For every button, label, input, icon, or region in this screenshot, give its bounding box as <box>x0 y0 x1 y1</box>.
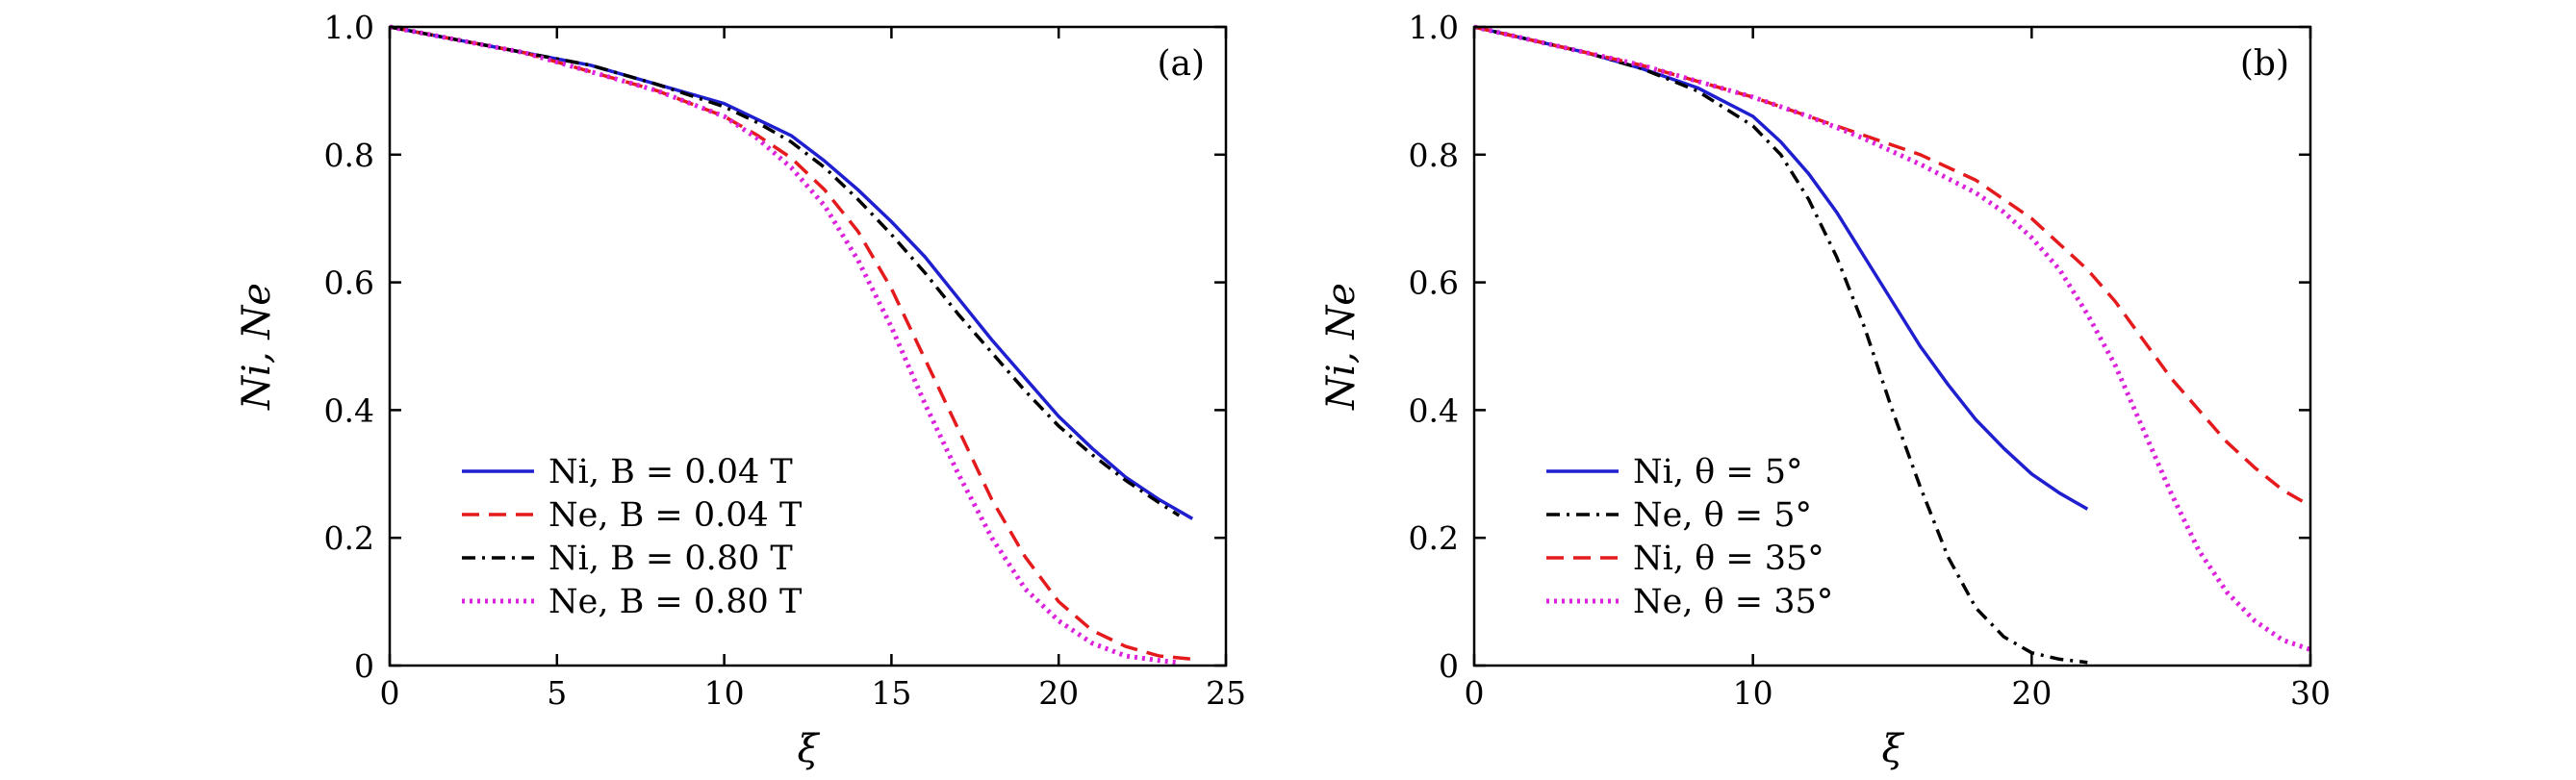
y-axis-label: Ni, Ne <box>235 283 279 411</box>
legend-label-1: Ni, B = 0.04 T <box>548 453 793 491</box>
series-line-3 <box>389 25 1181 517</box>
y-tick-label: 0 <box>1439 647 1459 685</box>
y-tick-label: 0.6 <box>1409 264 1459 302</box>
legend-label-1: Ni, θ = 5° <box>1633 453 1803 491</box>
series-line-1 <box>1473 25 2089 511</box>
x-tick-label: 25 <box>1206 674 1246 712</box>
series-line-1 <box>389 25 1194 520</box>
chart-panel-a: 0 5 10 15 20 25 0 0.2 0.4 0.6 0.8 1.0 ξ Ni, Ne (a) Ni, … <box>235 9 1246 771</box>
y-tick-label: 0.8 <box>1409 137 1459 174</box>
x-tick-label: 0 <box>380 674 400 712</box>
x-tick-label: 15 <box>871 674 911 712</box>
x-tick-label: 20 <box>1038 674 1079 712</box>
chart-panel-b: 0 10 20 30 0 0.2 0.4 0.6 0.8 1.0 ξ Ni, Ne (b) Ni, θ =… <box>1319 9 2331 771</box>
y-tick-label: 0.6 <box>324 264 374 302</box>
legend-label-4: Ne, B = 0.80 T <box>548 583 802 621</box>
panel-label: (b) <box>2240 44 2289 84</box>
y-tick-label: 0.4 <box>324 391 374 429</box>
series-line-4 <box>389 24 1177 666</box>
plot-frame <box>388 25 1228 667</box>
y-tick-label: 1.0 <box>1409 9 1459 46</box>
y-tick-label: 0.4 <box>1409 391 1459 429</box>
y-tick-label: 0 <box>354 647 374 685</box>
panel-label: (a) <box>1157 44 1205 84</box>
series-line-3 <box>1473 25 2311 508</box>
legend-label-2: Ne, B = 0.04 T <box>548 496 802 535</box>
legend-label-2: Ne, θ = 5° <box>1633 496 1812 535</box>
y-tick-label: 0.2 <box>324 519 374 557</box>
x-tick-label: 10 <box>704 674 745 712</box>
x-tick-label: 30 <box>2290 674 2331 712</box>
x-tick-label: 5 <box>547 674 567 712</box>
y-tick-label: 0.2 <box>1409 519 1459 557</box>
x-tick-label: 10 <box>1733 674 1773 712</box>
x-tick-label: 0 <box>1465 674 1485 712</box>
legend-label-3: Ni, θ = 35° <box>1633 540 1824 578</box>
y-axis-label: Ni, Ne <box>1319 283 1364 411</box>
y-tick-label: 0.8 <box>324 137 374 174</box>
legend-label-4: Ne, θ = 35° <box>1633 583 1833 621</box>
x-axis-label: ξ <box>797 727 820 771</box>
plot-frame <box>1472 25 2312 667</box>
legend-label-3: Ni, B = 0.80 T <box>548 540 793 578</box>
x-axis-label: ξ <box>1881 727 1904 771</box>
x-tick-label: 20 <box>2011 674 2052 712</box>
y-tick-label: 1.0 <box>324 9 374 46</box>
series-line-4 <box>1473 24 2311 652</box>
